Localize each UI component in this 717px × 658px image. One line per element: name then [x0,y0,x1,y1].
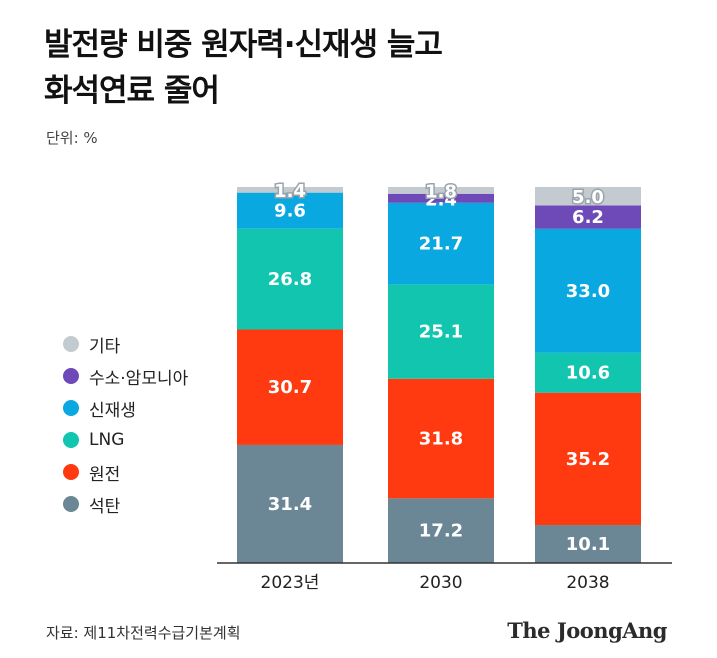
data-label: 26.8 [268,269,312,290]
data-label: 17.2 [419,521,463,542]
legend-label: 수소·암모니아 [89,368,189,389]
title-line-2: 화석연료 줄어 [44,73,220,109]
title-line-1: 발전량 비중 원자력·신재생 늘고 [44,27,443,63]
x-tick-label: 2023년 [261,573,320,593]
legend-item: 기타 [63,328,188,360]
data-label: 31.8 [419,429,463,450]
brand-logo: The JoongAng [507,618,667,643]
legend-item: 수소·암모니아 [63,360,188,392]
legend-label: LNG [89,430,125,450]
legend-swatch [63,496,79,512]
legend-label: 신재생 [89,400,136,421]
bar-segment [388,284,494,379]
data-label: 5.0 [572,187,604,208]
legend-swatch [63,464,79,480]
bar-segment [388,378,494,499]
data-label: 25.1 [419,322,463,343]
bar-segment [237,444,343,563]
legend-item: 원전 [63,456,188,488]
legend-item: 석탄 [63,488,188,520]
legend-swatch [63,432,79,448]
legend-label: 원전 [89,464,121,485]
data-label: 9.6 [274,201,306,222]
data-label: 10.1 [566,534,610,555]
bar-segment [237,228,343,330]
legend-swatch [63,336,79,352]
x-tick-label: 2038 [566,573,609,593]
bar-segment [535,228,641,353]
x-tick-label: 2030 [419,573,462,593]
bar-segment [237,187,343,193]
legend-swatch [63,400,79,416]
bar-segment [237,329,343,445]
data-label: 31.4 [268,494,312,515]
chart-title: 발전량 비중 원자력·신재생 늘고 화석연료 줄어 [44,22,443,114]
bar-segment [388,187,494,194]
data-label: 30.7 [268,377,312,398]
bar-segment [535,392,641,526]
data-label: 1.4 [274,181,306,202]
data-label: 35.2 [566,449,610,470]
bar-segment [237,192,343,229]
bar-segment [388,202,494,285]
legend-label: 기타 [89,336,121,357]
bar-segment [388,193,494,203]
legend-item: LNG [63,424,188,456]
data-label: 10.6 [566,363,610,384]
bar-segment [535,187,641,206]
data-label: 21.7 [419,234,463,255]
bar-segment [535,525,641,563]
bar-segment [535,352,641,393]
data-label: 1.8 [425,181,457,202]
data-label: 6.2 [572,207,604,228]
unit-label: 단위: % [46,129,98,147]
legend-item: 신재생 [63,392,188,424]
legend-label: 석탄 [89,496,121,517]
data-label: 33.0 [566,281,610,302]
bar-segment [535,205,641,229]
data-label: 2.4 [425,189,457,210]
source-note: 자료: 제11차전력수급기본계획 [46,624,241,642]
legend-swatch [63,368,79,384]
bar-segment [388,498,494,563]
